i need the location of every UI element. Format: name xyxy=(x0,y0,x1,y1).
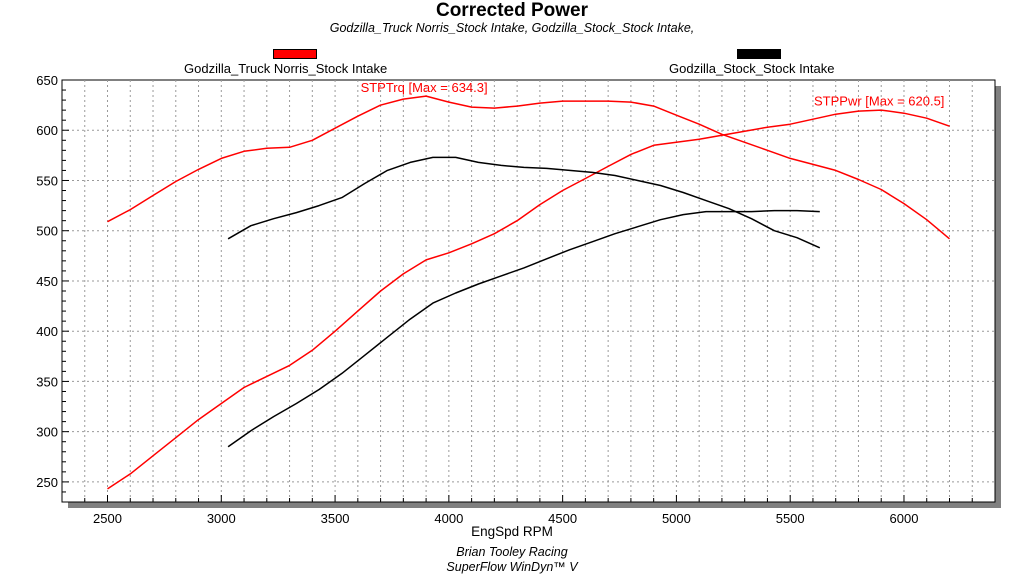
chart-subtitle: Godzilla_Truck Norris_Stock Intake, Godz… xyxy=(329,21,695,35)
y-tick-label: 600 xyxy=(36,123,58,138)
series-line-3 xyxy=(227,209,820,448)
y-tick-label: 400 xyxy=(36,324,58,339)
y-tick-label: 450 xyxy=(36,274,58,289)
axis-ticks xyxy=(62,79,973,502)
y-tick-label: 550 xyxy=(36,173,58,188)
x-tick-label: 4500 xyxy=(548,511,577,526)
x-tick-label: 3500 xyxy=(321,511,350,526)
x-tick-label: 2500 xyxy=(93,511,122,526)
y-tick-label: 250 xyxy=(36,475,58,490)
legend-swatch-stock xyxy=(737,49,781,59)
max-annotation-0: STPTrq [Max = 634.3] xyxy=(361,80,488,95)
footer-line2: SuperFlow WinDyn™ V xyxy=(446,560,578,574)
chart-title: Corrected Power xyxy=(435,0,589,21)
max-annotation-1: STPPwr [Max = 620.5] xyxy=(814,94,944,109)
y-tick-label: 500 xyxy=(36,224,58,239)
y-tick-label: 350 xyxy=(36,374,58,389)
grid-lines xyxy=(62,80,995,502)
x-tick-label: 5500 xyxy=(776,511,805,526)
series-line-2 xyxy=(227,156,821,249)
legend-label-truck-norris: Godzilla_Truck Norris_Stock Intake xyxy=(184,61,388,76)
series-line-0 xyxy=(107,95,950,240)
x-axis-title: EngSpd RPM xyxy=(471,524,553,539)
series-line-1 xyxy=(107,109,950,490)
legend-label-stock: Godzilla_Stock_Stock Intake xyxy=(669,61,835,76)
series-lines xyxy=(107,95,950,490)
y-tick-label: 300 xyxy=(36,425,58,440)
x-tick-label: 4000 xyxy=(434,511,463,526)
annotations: STPTrq [Max = 634.3] STPPwr [Max = 620.5] xyxy=(361,80,945,109)
x-tick-label: 5000 xyxy=(662,511,691,526)
footer-line1: Brian Tooley Racing xyxy=(456,545,568,559)
axis-labels: 250 300 350 400 450 500 550 600 650 2500 3000 3500 4… xyxy=(36,73,918,526)
plot-area xyxy=(61,79,996,503)
x-tick-label: 3000 xyxy=(207,511,236,526)
legend-swatch-truck-norris xyxy=(273,49,317,59)
y-tick-label: 650 xyxy=(36,73,58,88)
x-tick-label: 6000 xyxy=(890,511,919,526)
